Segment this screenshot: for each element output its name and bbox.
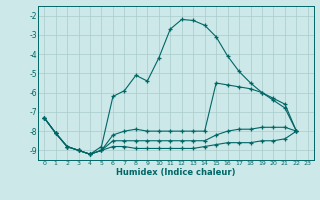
- X-axis label: Humidex (Indice chaleur): Humidex (Indice chaleur): [116, 168, 236, 177]
